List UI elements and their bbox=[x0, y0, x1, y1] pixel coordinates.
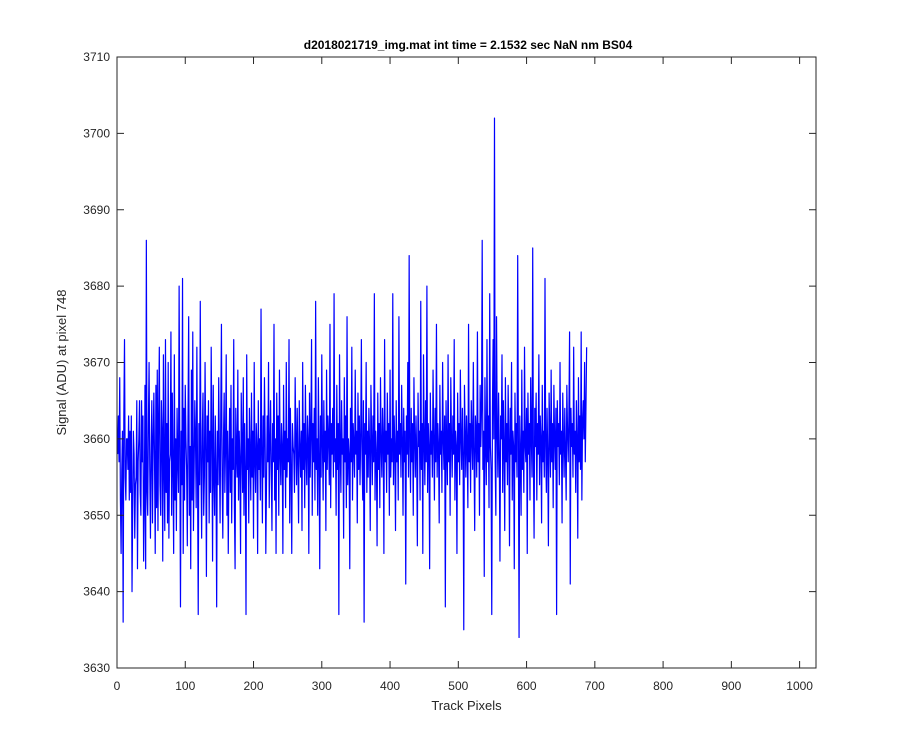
x-tick-label: 100 bbox=[175, 679, 195, 693]
x-tick-label: 0 bbox=[114, 679, 121, 693]
x-tick-label: 500 bbox=[448, 679, 468, 693]
chart-title: d2018021719_img.mat int time = 2.1532 se… bbox=[304, 38, 633, 52]
y-tick-label: 3700 bbox=[83, 126, 110, 140]
x-tick-label: 400 bbox=[380, 679, 400, 693]
y-ticks: 3630 3640 3650 3660 3670 3680 3690 3700 3710 bbox=[83, 50, 816, 675]
series-line-0 bbox=[117, 117, 588, 639]
x-tick-label: 700 bbox=[585, 679, 605, 693]
x-tick-label: 600 bbox=[517, 679, 537, 693]
x-tick-label: 300 bbox=[312, 679, 332, 693]
x-tick-label: 800 bbox=[653, 679, 673, 693]
y-tick-label: 3660 bbox=[83, 432, 110, 446]
y-tick-label: 3640 bbox=[83, 585, 110, 599]
y-tick-label: 3630 bbox=[83, 661, 110, 675]
y-tick-label: 3670 bbox=[83, 356, 110, 370]
x-tick-label: 1000 bbox=[786, 679, 813, 693]
y-axis-label: Signal (ADU) at pixel 748 bbox=[54, 290, 69, 436]
series-group bbox=[117, 117, 588, 639]
x-tick-label: 200 bbox=[244, 679, 264, 693]
x-axis-label: Track Pixels bbox=[431, 698, 502, 713]
y-tick-label: 3710 bbox=[83, 50, 110, 64]
x-ticks: 0 100 200 300 400 500 600 700 800 900 1000 bbox=[114, 57, 813, 693]
y-tick-label: 3690 bbox=[83, 203, 110, 217]
y-tick-label: 3650 bbox=[83, 508, 110, 522]
y-tick-label: 3680 bbox=[83, 279, 110, 293]
x-tick-label: 900 bbox=[721, 679, 741, 693]
plot-frame bbox=[116, 56, 817, 669]
